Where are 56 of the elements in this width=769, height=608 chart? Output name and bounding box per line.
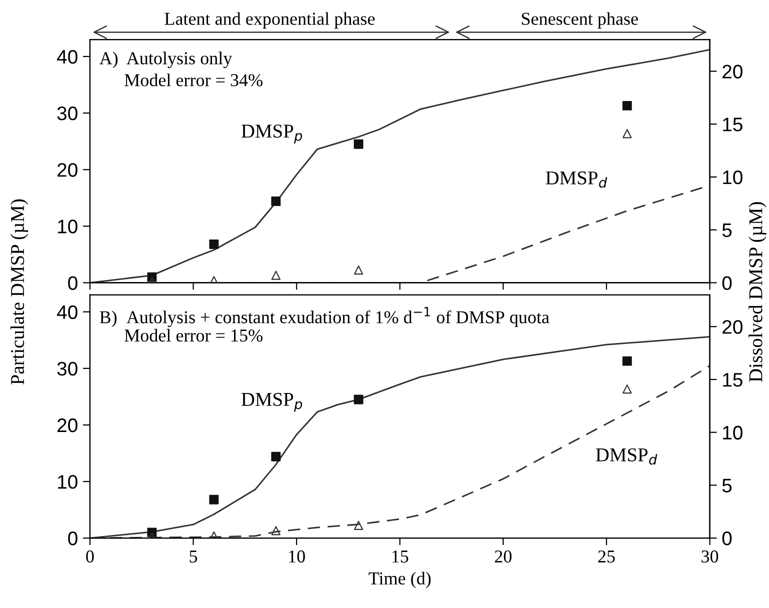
- point: [354, 520, 364, 530]
- y-tick-label: 0: [68, 276, 78, 290]
- y2-tick-label: 0: [722, 532, 732, 546]
- text: Latent and exponential phase: [164, 12, 375, 29]
- point: [209, 276, 219, 283]
- y2-tick-label: 10: [723, 170, 742, 184]
- annotation: B) Autolysis + constant exudation of 1% d$^{−1}$ of DMSP quota: [100, 307, 550, 328]
- point: [354, 139, 364, 149]
- point: [271, 270, 281, 280]
- series-label: DMSP$_{d}$: [596, 448, 658, 465]
- x-tick-label: 25: [598, 550, 615, 563]
- point: [354, 394, 364, 404]
- y-tick-label: 30: [57, 362, 78, 376]
- y2-tick-label: 5: [722, 478, 732, 492]
- point: [354, 265, 364, 275]
- annotation: Model error = 34%: [124, 74, 262, 86]
- x-tick-label: 20: [494, 550, 512, 563]
- point: [622, 356, 632, 366]
- y2-tick-label: 20: [722, 64, 742, 78]
- y2-tick-label: 10: [723, 426, 742, 440]
- point: [209, 494, 219, 504]
- x-tick-label: 5: [190, 550, 198, 563]
- x-tick-label: 10: [289, 550, 305, 563]
- point: [271, 526, 281, 536]
- y-tick-label: 10: [58, 220, 78, 234]
- y2-axis-title: Dissolved DMSP (µM): [748, 202, 766, 382]
- y2-tick-label: 0: [722, 276, 732, 290]
- y2-tick-label: 15: [723, 118, 742, 132]
- point: [622, 100, 632, 110]
- series-label: DMSP$_{d}$: [546, 171, 608, 188]
- x-tick-label: 30: [702, 550, 718, 563]
- y-tick-label: 20: [58, 163, 78, 177]
- y-tick-label: 30: [57, 106, 78, 120]
- x-axis-title: Time (d): [368, 572, 431, 588]
- y-tick-label: 20: [58, 418, 78, 432]
- y-tick-label: 10: [58, 474, 78, 489]
- text: Senescent phase: [522, 12, 638, 29]
- point: [622, 384, 632, 394]
- point: [271, 196, 281, 206]
- y-tick-label: 40: [56, 50, 78, 64]
- point: [209, 240, 219, 249]
- annotation: Model error = 15%: [124, 328, 262, 342]
- series-label: DMSP$_{p}$: [241, 124, 302, 144]
- y-tick-label: 0: [68, 532, 78, 546]
- y2-tick-label: 15: [723, 373, 742, 387]
- y-axis-title: Particulate DMSP (µM): [10, 199, 28, 385]
- point: [622, 129, 632, 138]
- point: [209, 531, 219, 538]
- x-tick-label: 15: [392, 550, 408, 563]
- y2-tick-label: 5: [722, 224, 732, 238]
- series-label: DMSP$_{p}$: [241, 392, 302, 412]
- x-tick-label: 0: [86, 550, 94, 563]
- point: [271, 452, 281, 462]
- y-tick-label: 40: [56, 305, 78, 320]
- y2-tick-label: 20: [722, 320, 742, 334]
- annotation: A) Autolysis only: [99, 52, 232, 68]
